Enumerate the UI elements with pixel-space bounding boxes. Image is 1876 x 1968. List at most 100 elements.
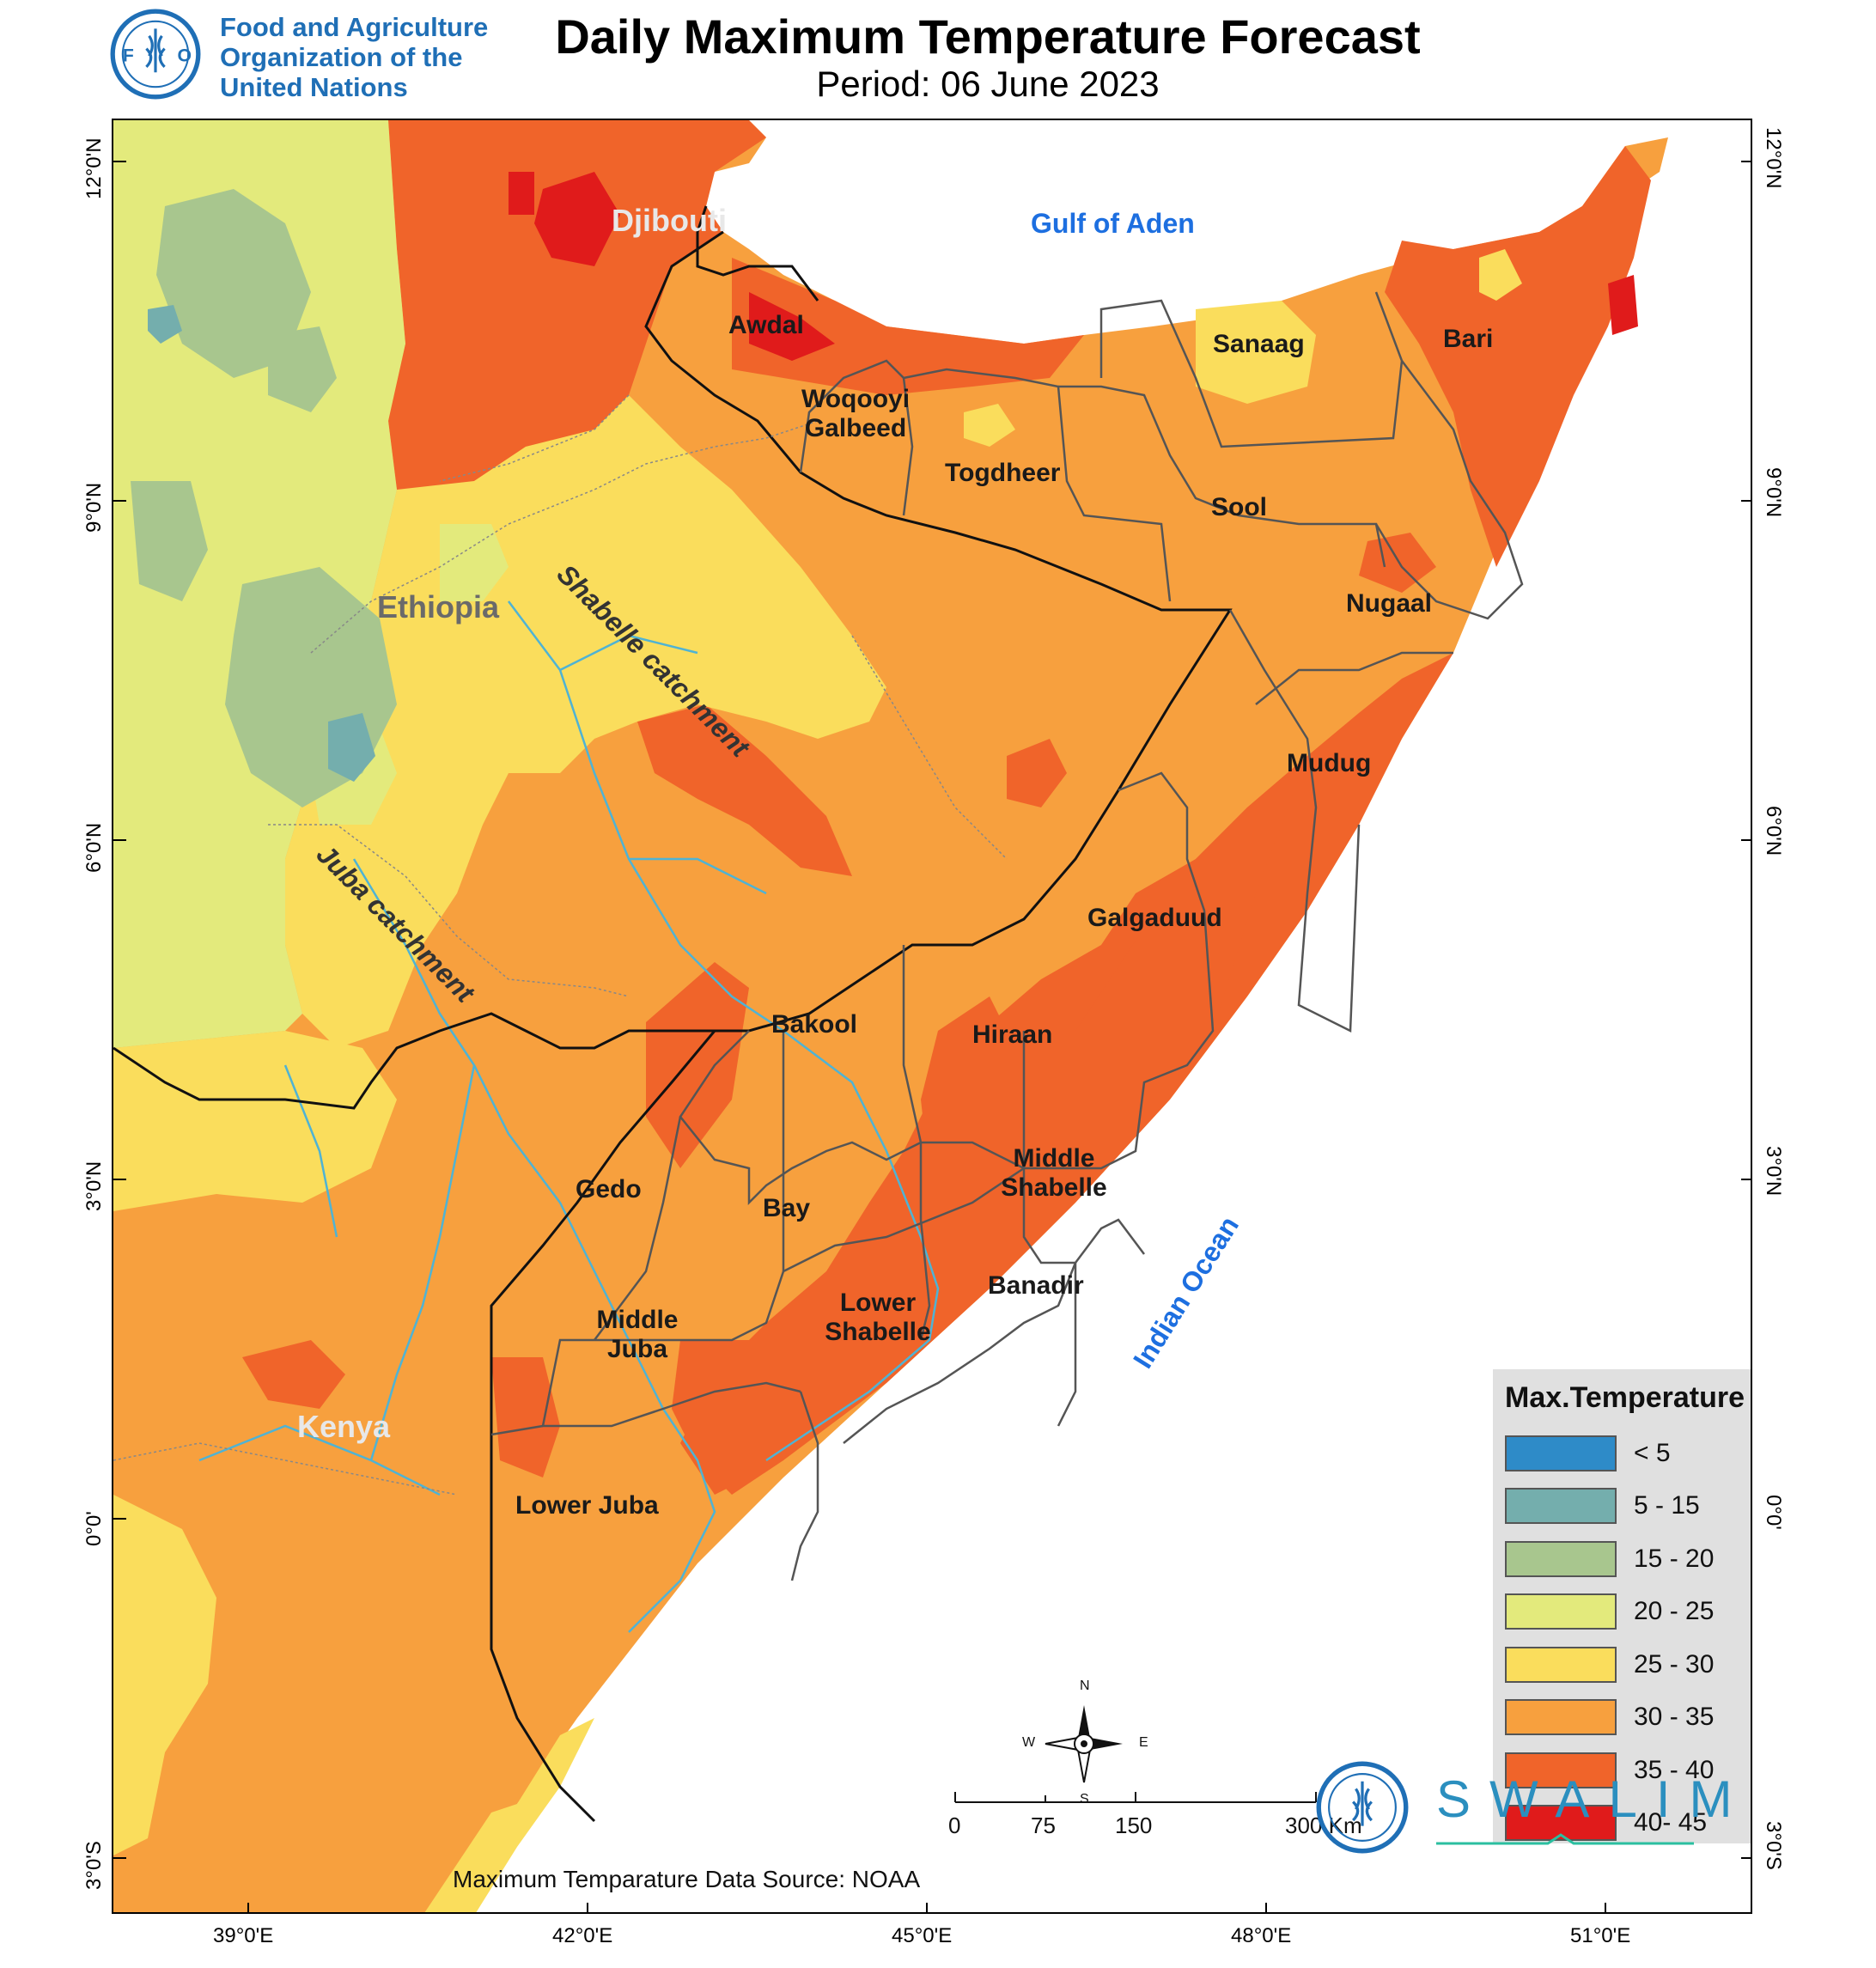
lat-tick-right-3n: 3°0'N [1762, 1146, 1785, 1197]
lat-tick-left-3n: 3°0'N [82, 1161, 106, 1211]
legend-item: 20 - 25 [1505, 1586, 1751, 1639]
lon-tick-42: 42°0'E [552, 1924, 613, 1947]
region-label-lower-shabelle-line-2: Shabelle [825, 1318, 931, 1346]
region-label-banadir: Banadir [988, 1271, 1084, 1300]
zone-40-45-ethiopia [509, 172, 534, 215]
zone-35-40-kenya [242, 1340, 345, 1409]
map-subtitle: Period: 06 June 2023 [816, 64, 1160, 104]
region-label-bakool: Bakool [771, 1010, 858, 1039]
scale-bar [954, 1792, 1317, 1803]
legend-item: 30 - 35 [1505, 1691, 1751, 1745]
international-borders [113, 205, 1233, 1823]
lat-tick-left-0: 0°0' [82, 1511, 106, 1546]
zone-35-40-ethiopia-north [388, 120, 766, 498]
region-label-bay: Bay [763, 1194, 811, 1222]
lat-tick-right-6n: 6°0'N [1762, 806, 1785, 856]
rivers [198, 600, 940, 1633]
region-label-middle-juba: Middle Juba [586, 1306, 689, 1364]
lat-tick-right-3s: 3°0'S [1762, 1821, 1785, 1870]
swalim-wave-icon [1436, 1833, 1694, 1845]
legend-label: 25 - 30 [1634, 1649, 1715, 1679]
zone-35-40-gedo [646, 962, 749, 1168]
region-label-nugaal: Nugaal [1346, 589, 1433, 618]
legend-label: 15 - 20 [1634, 1544, 1715, 1573]
lat-tick-left-12n: 12°0'N [82, 137, 106, 199]
legend-swatch [1505, 1435, 1617, 1471]
lat-tick-right-9n: 9°0'N [1762, 467, 1785, 518]
region-label-middle-shabelle: Middle Shabelle [998, 1144, 1110, 1203]
zone-40-45-djibouti [534, 172, 620, 266]
region-label-awdal: Awdal [728, 311, 804, 339]
region-label-gedo: Gedo [576, 1175, 642, 1203]
region-label-galgaduud: Galgaduud [1087, 904, 1222, 932]
zone-25-30-togdheer [964, 404, 1015, 447]
frame-ticks [113, 161, 1751, 1912]
country-label-djibouti: Djibouti [612, 203, 727, 238]
region-borders [490, 291, 1524, 1581]
north-arrow-s: S [1080, 1792, 1089, 1807]
region-label-lower-juba: Lower Juba [515, 1491, 659, 1520]
legend-item: 5 - 15 [1505, 1480, 1751, 1533]
org-line-2: Organization of the [220, 42, 463, 72]
zone-35-40-bari [1385, 146, 1651, 567]
region-label-middle-juba-line-1: Middle [596, 1306, 679, 1334]
scale-label-150: 150 [1115, 1813, 1153, 1838]
legend-label: 40- 45 [1634, 1808, 1708, 1837]
zone-35-40-blob-3 [491, 1357, 560, 1478]
region-label-lower-shabelle-line-1: Lower [839, 1289, 917, 1317]
zone-25-30-south-west [113, 1031, 397, 1211]
zone-5-15-2 [148, 305, 182, 344]
legend-swatch [1505, 1699, 1617, 1736]
svg-text:O: O [177, 46, 191, 65]
legend-item: < 5 [1505, 1427, 1751, 1480]
north-arrow-n: N [1080, 1679, 1090, 1693]
zone-25-30-kenya-south [113, 1495, 216, 1855]
legend-swatch [1505, 1593, 1617, 1630]
legend-label: 20 - 25 [1634, 1597, 1715, 1626]
map-canvas: Djibouti Ethiopia Kenya Gulf of Aden Ind… [112, 119, 1752, 1914]
country-label-kenya: Kenya [297, 1409, 391, 1444]
north-arrow-icon [1045, 1705, 1123, 1783]
lon-tick-48: 48°0'E [1231, 1924, 1292, 1947]
scale-label-75: 75 [1031, 1813, 1056, 1838]
legend-label: 30 - 35 [1634, 1703, 1715, 1732]
swalim-logo: SWALIM [1436, 1770, 1751, 1828]
zone-35-40-blob-2 [1359, 533, 1436, 593]
zone-35-40-shabelle [637, 704, 852, 876]
zone-5-15-1 [328, 713, 375, 782]
legend-title: Max.Temperature (C°) [1505, 1381, 1751, 1414]
legend-swatch [1505, 1752, 1617, 1788]
region-label-sool: Sool [1211, 493, 1267, 521]
data-source: Maximum Temparature Data Source: NOAA [453, 1866, 921, 1892]
zone-35-40-juba [672, 1340, 801, 1495]
map-title: Daily Maximum Temperature Forecast [555, 9, 1421, 64]
zone-25-30-sanaag [1196, 301, 1316, 404]
zone-40-45-bari [1608, 275, 1638, 335]
zone-35-40-awdal [732, 258, 1084, 395]
region-label-lower-shabelle: Lower Shabelle [818, 1289, 938, 1347]
water-label-gulf-of-aden: Gulf of Aden [1031, 208, 1195, 239]
zone-15-20-4 [268, 326, 337, 412]
lat-tick-right-12n: 12°0'N [1762, 127, 1785, 189]
temperature-map [113, 120, 1751, 1912]
region-label-middle-shabelle-line-2: Shabelle [1001, 1173, 1107, 1202]
zone-25-30-coast-south [424, 1718, 594, 1912]
zone-20-25-shabelle-upper [440, 524, 509, 601]
svg-text:F: F [123, 46, 134, 65]
legend: Max.Temperature (C°) < 5 5 - 15 15 - 20 … [1493, 1369, 1751, 1843]
org-line-1: Food and Agriculture [220, 12, 489, 42]
region-label-togdheer: Togdheer [945, 459, 1061, 487]
lon-tick-45: 45°0'E [892, 1924, 953, 1947]
region-label-bari: Bari [1443, 325, 1494, 353]
region-label-hiraan: Hiraan [972, 1021, 1053, 1049]
legend-item: 15 - 20 [1505, 1532, 1751, 1586]
legend-item: 25 - 30 [1505, 1638, 1751, 1691]
region-label-woqooyi-line-2: Galbeed [804, 414, 907, 442]
legend-label: 5 - 15 [1634, 1491, 1700, 1520]
fao-logo-small-icon [1316, 1761, 1409, 1854]
north-arrow-e: E [1139, 1735, 1148, 1750]
region-label-mudug: Mudug [1287, 749, 1372, 777]
zone-25-30-bari [1479, 249, 1522, 301]
zone-35-40-blob-1 [1007, 739, 1067, 807]
lat-tick-right-0: 0°0' [1762, 1495, 1785, 1530]
